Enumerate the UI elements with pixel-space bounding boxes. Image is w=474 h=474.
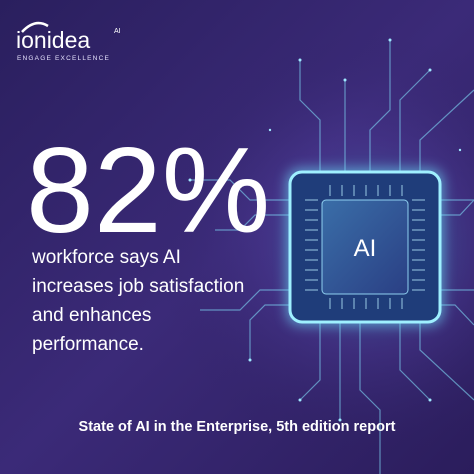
headline-stat: 82% (26, 122, 270, 258)
logo-superscript: AI (114, 28, 121, 35)
logo-arc (21, 21, 49, 33)
headline-line: and enhances (32, 305, 151, 326)
chip-label: AI (354, 235, 377, 262)
chip-core (321, 199, 409, 295)
circuit-traces (190, 40, 474, 474)
sparkles (188, 38, 462, 422)
footer-text: State of AI in the Enterprise, 5th editi… (79, 419, 396, 435)
logo-tagline: ENGAGE EXCELLENCE (17, 55, 110, 62)
logo-name: ionidea (16, 27, 90, 53)
headline-line: workforce says AI (31, 247, 181, 268)
chip-pins (305, 185, 425, 309)
headline-line: increases job satisfaction (32, 276, 244, 297)
headline-line: performance. (32, 334, 144, 355)
